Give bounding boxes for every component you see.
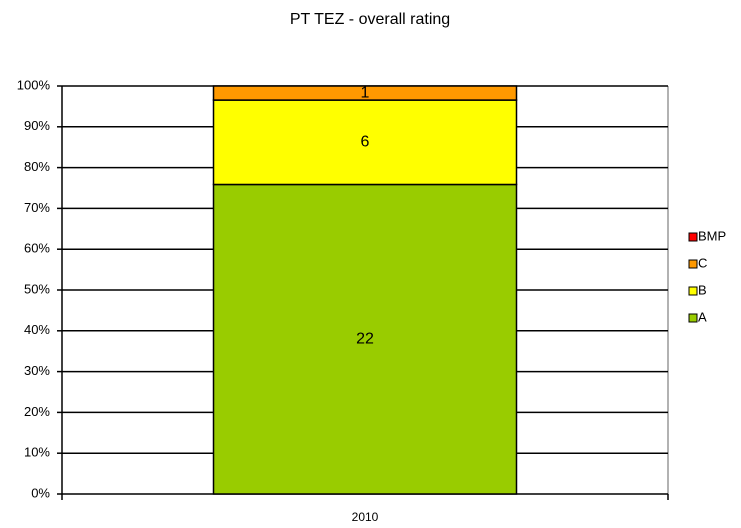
y-tick-label: 50% (24, 281, 50, 296)
y-tick-label: 10% (24, 445, 50, 460)
y-tick-label: 70% (24, 200, 50, 215)
legend-label: C (698, 255, 707, 270)
data-label: 6 (361, 133, 370, 150)
y-tick-label: 0% (31, 485, 50, 500)
y-tick-label: 20% (24, 404, 50, 419)
y-tick-label: 40% (24, 322, 50, 337)
x-tick-label: 2010 (352, 510, 379, 524)
legend-label: A (698, 309, 707, 324)
y-tick-label: 30% (24, 363, 50, 378)
legend-label: BMP (698, 228, 726, 243)
bar-segment (212, 99, 518, 186)
bar-segment (212, 85, 518, 101)
legend-swatch (688, 259, 698, 269)
bar-segment (212, 183, 518, 495)
legend-swatch (688, 313, 698, 323)
data-label: 1 (361, 84, 370, 101)
y-tick-label: 60% (24, 241, 50, 256)
data-label: 22 (356, 330, 374, 347)
chart-title: PT TEZ - overall rating (290, 11, 450, 28)
legend-swatch (688, 232, 698, 242)
legend-label: B (698, 282, 707, 297)
y-tick-label: 100% (17, 77, 51, 92)
y-tick-label: 90% (24, 118, 50, 133)
legend-swatch (688, 286, 698, 296)
y-tick-label: 80% (24, 159, 50, 174)
